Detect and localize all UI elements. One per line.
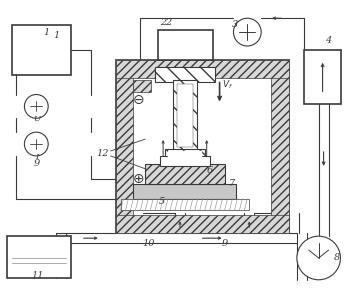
Bar (12, 25, 71, 75)
Text: $V_f$: $V_f$ (222, 78, 233, 91)
Text: 9: 9 (222, 239, 228, 248)
Bar (133, 80, 151, 91)
Text: 7: 7 (228, 179, 235, 188)
Text: $\oplus$: $\oplus$ (132, 172, 145, 186)
Bar (160, 156, 210, 166)
Bar (165, 149, 205, 161)
Text: 8: 8 (333, 254, 340, 263)
Text: 5: 5 (159, 197, 165, 206)
Text: U: U (33, 115, 40, 123)
Text: $\ominus$: $\ominus$ (132, 92, 145, 106)
Text: 12: 12 (96, 150, 108, 158)
Bar (7, 236, 71, 278)
Circle shape (233, 18, 261, 46)
Text: 10: 10 (142, 239, 154, 248)
Text: 1: 1 (43, 28, 49, 36)
Text: 4: 4 (326, 36, 332, 45)
Bar (177, 84, 193, 147)
Circle shape (25, 132, 48, 156)
Bar (168, 151, 202, 159)
Bar (155, 67, 215, 82)
Bar (173, 80, 197, 151)
Text: 11: 11 (31, 271, 43, 280)
Bar (271, 60, 289, 233)
Text: 2: 2 (165, 18, 171, 27)
Text: 3: 3 (232, 20, 239, 29)
Text: 1: 1 (53, 30, 59, 39)
Bar (158, 30, 213, 60)
Bar (116, 215, 289, 233)
Text: 2: 2 (160, 18, 166, 27)
Bar (145, 164, 225, 184)
Circle shape (297, 236, 341, 280)
Bar (116, 60, 133, 233)
Bar (133, 184, 236, 199)
Text: I: I (35, 153, 38, 161)
Text: 6: 6 (206, 166, 213, 175)
Bar (116, 60, 289, 78)
Bar (120, 199, 249, 210)
Bar (116, 60, 289, 233)
Circle shape (25, 94, 48, 118)
Bar (304, 50, 342, 104)
Text: 9: 9 (33, 159, 40, 168)
